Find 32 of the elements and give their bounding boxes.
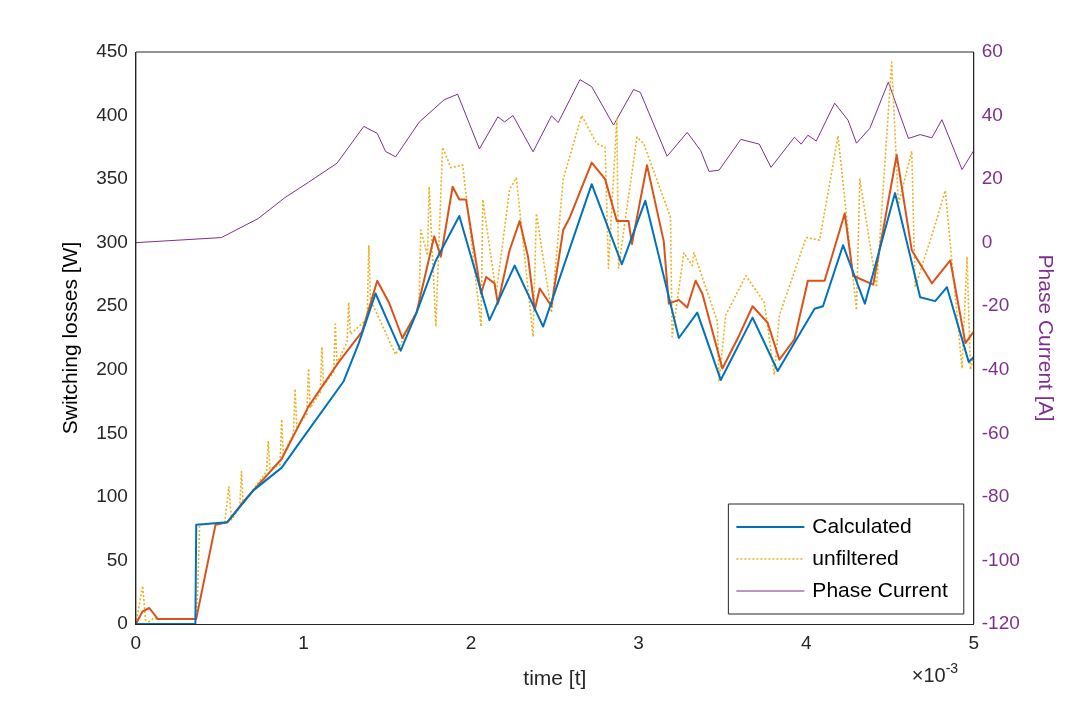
y-tick-label: 400 [96,103,128,125]
y-tick-label: 50 [106,548,128,570]
legend-label: unfiltered [812,545,899,569]
y2-tick-label: -100 [981,548,1020,570]
x-tick-label: 5 [968,631,980,653]
y2-tick-label: 40 [981,103,1003,125]
y2-tick-label: 20 [981,167,1003,189]
y-tick-label: 0 [117,612,128,634]
x-tick-label: 0 [130,631,142,653]
legend-label: Phase Current [812,577,948,601]
y2-tick-label: 0 [981,230,993,252]
legend-label: Calculated [812,513,912,537]
x-tick-label: 4 [800,631,812,653]
y-tick-label: 100 [96,485,128,507]
x-axis-title: time [t] [523,666,587,690]
y-tick-label: 150 [96,421,128,443]
y2-tick-label: -40 [981,358,1010,380]
y-axis-title: Switching losses [W] [58,241,82,435]
y2-tick-label: -120 [981,612,1020,634]
y-tick-label: 300 [96,230,128,252]
y2-axis-title: Phase Current [A] [1034,254,1058,422]
y2-tick-label: 60 [981,40,1003,62]
y2-tick-label: -60 [981,421,1010,443]
y-tick-label: 200 [96,358,128,380]
x-tick-label: 2 [465,631,477,653]
y2-tick-label: -20 [981,294,1010,316]
y-tick-label: 350 [96,167,128,189]
y2-tick-label: -80 [981,485,1010,507]
y-tick-label: 450 [96,40,128,62]
x-tick-label: 1 [298,631,309,653]
y-tick-label: 250 [96,294,128,316]
x-tick-label: 3 [633,631,644,653]
